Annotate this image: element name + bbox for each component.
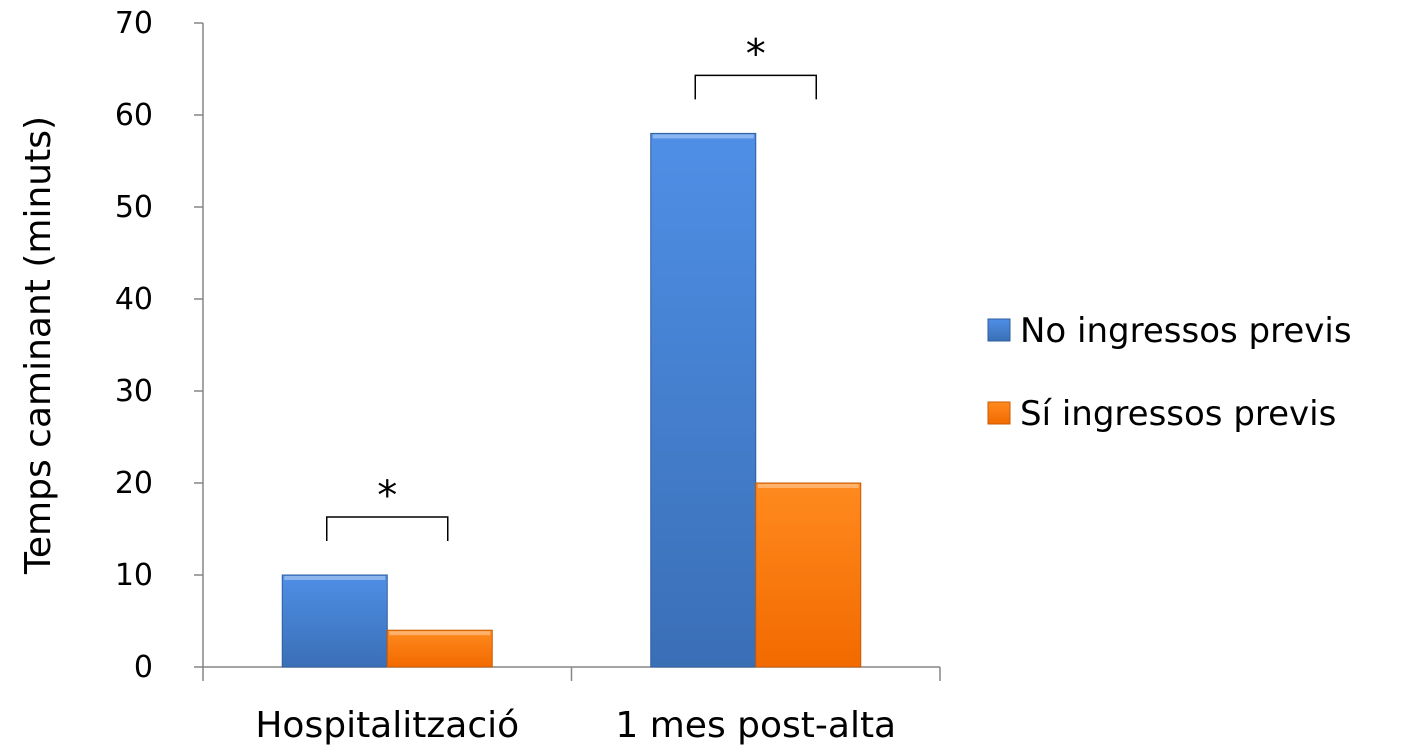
y-tick-label: 30 — [115, 374, 153, 409]
bars — [281, 132, 862, 668]
y-tick-label: 40 — [115, 282, 153, 317]
legend-swatch — [987, 318, 1011, 342]
significance-annotations: ** — [326, 31, 817, 541]
y-tick-label: 10 — [115, 558, 153, 593]
legend-swatch — [987, 401, 1011, 425]
bar-si-ingressos-0 — [386, 629, 493, 668]
bar-no-ingressos-0 — [281, 574, 388, 668]
bar-si-ingressos-1 — [755, 482, 862, 668]
legend-label: Sí ingressos previs — [1020, 394, 1336, 434]
bar-bevel — [757, 484, 859, 488]
bar-bevel — [652, 134, 754, 139]
y-tick-label: 60 — [115, 98, 153, 133]
y-tick-label: 70 — [115, 6, 153, 41]
x-category-label: 1 mes post-alta — [615, 705, 896, 746]
bar-no-ingressos-1 — [650, 132, 757, 668]
bar-bevel — [284, 576, 386, 580]
y-axis-title: Temps caminant (minuts) — [18, 116, 59, 575]
y-tick-label: 20 — [115, 466, 153, 501]
y-tick-label: 0 — [134, 650, 153, 685]
legend: No ingressos previs Sí ingressos previs — [987, 311, 1352, 434]
bar-bevel — [389, 631, 491, 636]
x-category-label: Hospitalització — [255, 705, 519, 746]
significance-star: * — [377, 473, 397, 519]
significance-bracket — [326, 516, 449, 541]
legend-label: No ingressos previs — [1020, 311, 1352, 351]
significance-bracket — [694, 74, 817, 100]
significance-star: * — [746, 31, 766, 77]
y-tick-label: 50 — [115, 190, 153, 225]
axes: 0 10 20 30 40 50 60 70 Hospitalització 1 mes post… — [115, 6, 941, 746]
